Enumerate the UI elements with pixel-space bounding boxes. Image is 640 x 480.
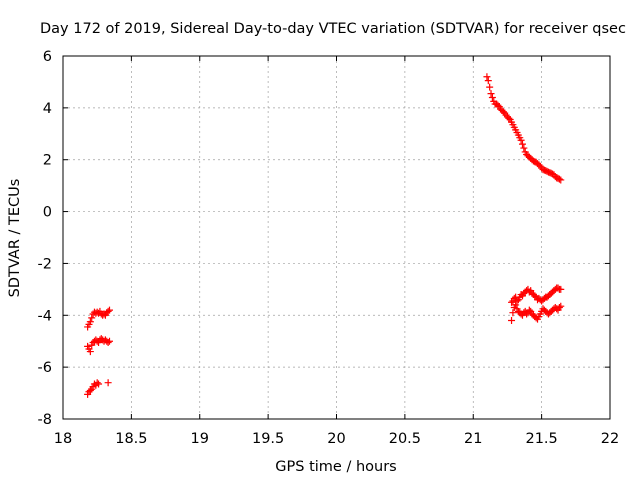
series-arc-c1 [508,284,565,306]
data-point [494,101,502,109]
x-tick-label: 22 [601,431,619,447]
x-tick-label: 19.5 [252,431,284,447]
y-tick-label: 0 [43,205,52,221]
chart-title: Day 172 of 2019, Sidereal Day-to-day VTE… [40,21,626,37]
data-point [86,348,94,356]
x-tick-label: 21.5 [525,431,557,447]
x-tick-label: 18 [54,431,72,447]
data-point [525,306,533,314]
data-point [105,337,113,345]
x-axis-label: GPS time / hours [275,459,396,475]
data-point [95,380,103,388]
x-tick-label: 20 [327,431,345,447]
y-tick-labels: -8 -6 -4 -2 0 2 4 6 [38,49,52,428]
y-tick-label: -4 [38,308,52,324]
data-points [84,73,565,398]
data-point [105,306,113,314]
data-point [555,175,563,183]
data-point [520,144,528,152]
y-tick-label: 2 [43,153,52,169]
data-point [531,292,539,300]
data-point [88,314,96,322]
grid-lines [63,56,610,419]
data-point [86,318,94,326]
series-arc-a3 [84,379,112,398]
series-arc-b [483,73,565,184]
data-point [104,339,112,347]
data-point [557,302,565,310]
data-point [517,136,525,144]
data-point [104,307,112,315]
data-point [484,77,492,85]
data-point [518,140,526,148]
data-point [487,90,495,98]
y-tick-label: -2 [38,256,52,272]
data-point [486,83,494,91]
data-point [508,316,516,324]
data-point [505,114,513,122]
data-point [513,297,521,305]
data-point [555,304,563,312]
y-tick-label: 4 [43,101,52,117]
series-arc-a2 [84,335,113,356]
axis-ticks [62,55,611,420]
data-point [86,386,94,394]
data-point [557,176,565,184]
series-arc-c2 [508,301,565,324]
y-axis-label: SDTVAR / TECUs [7,179,23,298]
data-point [93,379,101,387]
data-point [104,379,112,387]
data-point [512,301,520,309]
data-point [488,93,496,101]
data-point [508,298,516,306]
x-tick-label: 21 [464,431,482,447]
y-tick-label: 6 [43,49,52,65]
x-tick-labels: 18 18.5 19 19.5 20 20.5 21 21.5 22 [54,431,619,447]
x-tick-label: 19 [191,431,209,447]
data-point [483,73,491,81]
series-arc-a1 [84,306,113,331]
y-tick-label: -8 [38,412,52,428]
data-point [557,285,565,293]
x-tick-label: 18.5 [115,431,147,447]
data-point [509,309,517,317]
x-tick-label: 20.5 [389,431,421,447]
y-tick-label: -6 [38,360,52,376]
